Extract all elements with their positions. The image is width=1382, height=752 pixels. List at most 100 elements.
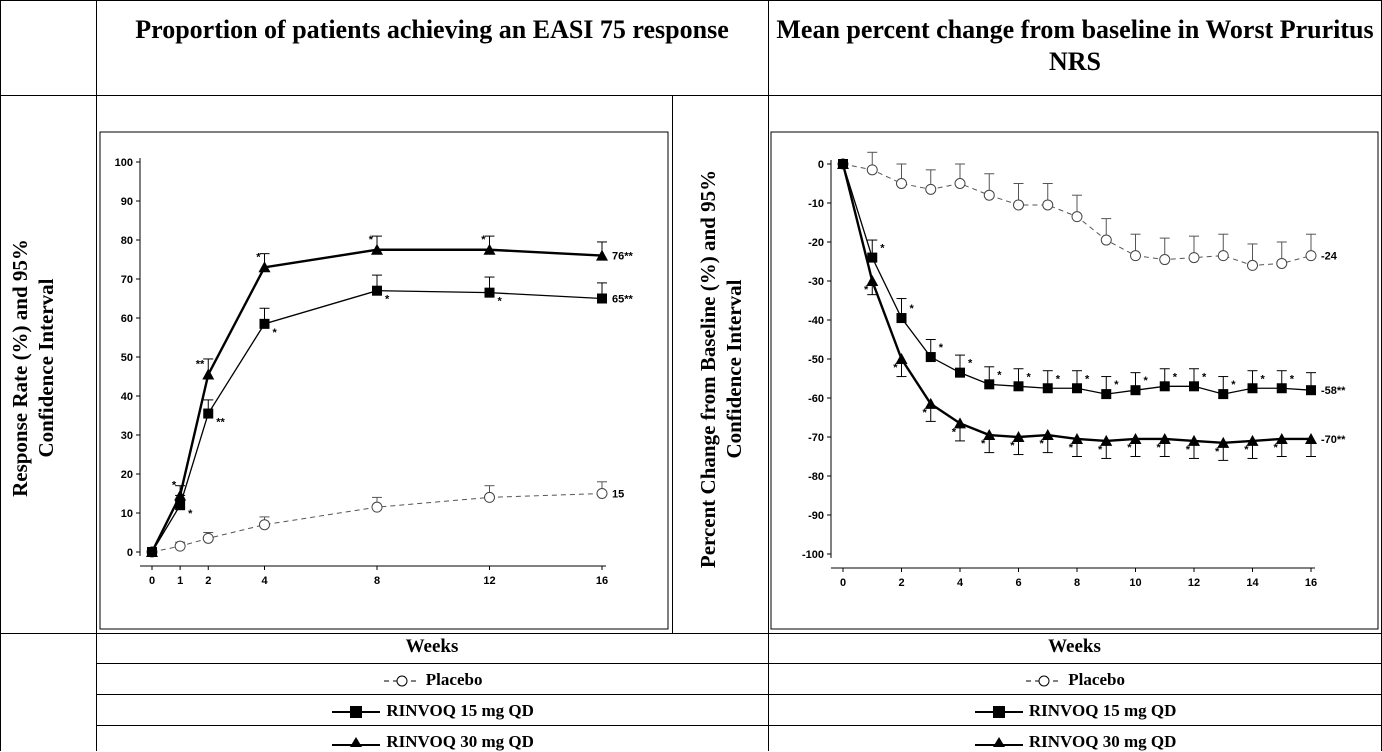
legend-placebo-label: Placebo	[425, 670, 483, 689]
nrs-significance-mark: *	[1290, 373, 1295, 385]
nrs-significance-mark: *	[864, 284, 869, 296]
nrs-point	[924, 397, 937, 409]
nrs-significance-mark: *	[1186, 444, 1191, 456]
nrs-ytick-label: -70	[808, 432, 824, 444]
placebo-legend-icon	[1026, 675, 1063, 687]
easi-point	[203, 408, 214, 419]
nrs-ytick-label: -80	[808, 471, 824, 483]
nrs-ytick-label: -20	[808, 237, 824, 249]
nrs-point	[1129, 432, 1142, 444]
nrs-significance-mark: *	[1231, 379, 1236, 391]
nrs-point	[1276, 383, 1287, 394]
easi-ytick-label: 0	[127, 547, 133, 559]
nrs-point	[1159, 254, 1171, 266]
nrs-xtick-label: 10	[1129, 577, 1141, 589]
nrs-point	[866, 164, 878, 176]
easi-significance-mark: *	[188, 508, 193, 520]
nrs-plot-frame	[770, 131, 1379, 630]
easi-point	[371, 501, 383, 513]
nrs-point	[1247, 259, 1258, 271]
easi-end-label: 15	[612, 489, 624, 501]
nrs-point	[1071, 432, 1083, 444]
triangle-legend-icon	[332, 737, 381, 748]
nrs-significance-mark: *	[1039, 438, 1044, 450]
nrs-significance-mark: *	[1273, 442, 1278, 454]
nrs-end-label: -24	[1321, 251, 1338, 263]
nrs-point	[955, 367, 965, 378]
nrs-significance-mark: *	[939, 342, 944, 354]
nrs-ytick-label: -60	[808, 393, 824, 405]
nrs-xtick-label: 2	[898, 577, 904, 589]
easi-end-label: 76**	[612, 251, 634, 263]
nrs-point	[1158, 432, 1171, 444]
nrs-significance-mark: *	[1215, 446, 1220, 458]
nrs-xtick-label: 12	[1188, 577, 1200, 589]
nrs-point	[1188, 252, 1200, 264]
nrs-significance-mark: *	[1056, 373, 1061, 385]
square-legend-icon	[974, 706, 1023, 719]
header-left: Proportion of patients achieving an EASI…	[135, 15, 729, 44]
easi-xtick-label: 1	[177, 575, 183, 587]
nrs-xtick-label: 0	[840, 577, 846, 589]
easi-ytick-label: 60	[121, 313, 133, 325]
nrs-point	[1276, 257, 1288, 269]
nrs-point	[1189, 381, 1199, 392]
nrs-xtick-label: 4	[957, 577, 964, 589]
right-legend-15mg: RINVOQ 15 mg QD	[768, 701, 1381, 721]
nrs-xtick-label: 8	[1074, 577, 1080, 589]
nrs-point	[1100, 234, 1112, 246]
easi-point	[484, 491, 495, 503]
easi-point	[258, 261, 271, 273]
easi-point	[174, 489, 187, 501]
easi-ytick-label: 70	[121, 274, 133, 286]
nrs-point	[954, 417, 966, 429]
nrs-significance-mark: *	[1114, 379, 1119, 391]
nrs-significance-mark: *	[1027, 371, 1032, 383]
nrs-significance-mark: *	[1069, 442, 1074, 454]
nrs-point	[1159, 381, 1170, 392]
easi-significance-mark: *	[172, 479, 177, 491]
easi-ytick-label: 50	[121, 352, 133, 364]
nrs-point	[1042, 199, 1054, 211]
nrs-ytick-label: -50	[808, 354, 824, 366]
easi-significance-mark: *	[498, 296, 503, 308]
pruritus-chart: 0 -10 -20 -30 -40 -50 -60 -70 -80 -90 -100 0 2 4 6 8 10 1…	[770, 131, 1379, 630]
nrs-significance-mark: *	[1261, 373, 1266, 385]
nrs-point	[925, 183, 937, 195]
easi-significance-mark: *	[273, 327, 278, 339]
square-legend-icon	[332, 706, 381, 719]
easi-point	[259, 318, 270, 329]
nrs-point	[1218, 389, 1229, 400]
easi-point	[596, 249, 608, 261]
nrs-significance-mark: *	[1127, 442, 1132, 454]
nrs-significance-mark: *	[910, 303, 915, 315]
nrs-ytick-label: -100	[802, 549, 824, 561]
easi-plot-frame	[99, 131, 669, 630]
nrs-significance-mark: *	[981, 438, 986, 450]
nrs-point	[867, 252, 878, 263]
easi-significance-mark: *	[256, 251, 261, 263]
nrs-significance-mark: *	[1156, 442, 1161, 454]
easi-point	[372, 285, 382, 296]
right-legend-30mg: RINVOQ 30 mg QD	[768, 732, 1381, 752]
header-right: Mean percent change from baseline in Wor…	[776, 15, 1374, 76]
nrs-ytick-label: -90	[808, 510, 824, 522]
nrs-point	[1217, 250, 1229, 262]
nrs-point	[1130, 250, 1141, 262]
right-y-axis-label: Percent Change from Baseline (%) and 95%…	[696, 169, 746, 569]
easi-point	[596, 488, 608, 499]
easi-point	[146, 546, 158, 557]
easi-xtick-label: 8	[374, 575, 380, 587]
left-legend-30mg: RINVOQ 30 mg QD	[96, 732, 768, 752]
easi-ytick-label: 100	[115, 157, 133, 169]
easi-significance-mark: **	[216, 417, 225, 429]
nrs-significance-mark: *	[1098, 444, 1103, 456]
easi-point	[202, 532, 214, 544]
easi-point	[484, 287, 495, 298]
triangle-legend-icon	[974, 737, 1023, 748]
left-legend-15mg: RINVOQ 15 mg QD	[96, 701, 768, 721]
nrs-point	[1130, 385, 1141, 396]
easi-point	[202, 368, 215, 380]
nrs-ytick-label: -30	[808, 276, 824, 288]
